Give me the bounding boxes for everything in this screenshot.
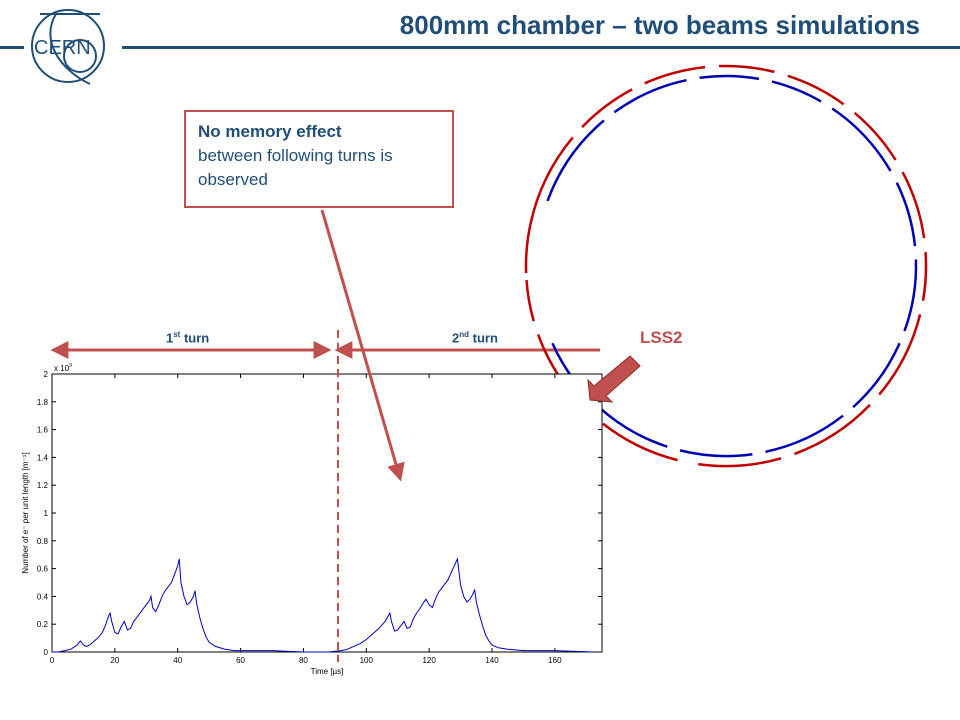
ring-outer-segment <box>529 136 574 225</box>
ring-inner-segment <box>613 78 687 114</box>
y-tick-label: 0 <box>44 648 49 657</box>
callout-box: No memory effect between following turns… <box>184 110 454 208</box>
header-rule-left <box>0 46 24 49</box>
first-turn-num: 1 <box>166 330 174 346</box>
y-tick-label: 2 <box>44 370 49 379</box>
ring-inner-segment <box>699 74 760 81</box>
ring-inner-segment <box>765 414 844 454</box>
y-axis-label: Number of e⁻ per unit length [m⁻¹] <box>21 452 30 573</box>
x-tick-label: 140 <box>485 656 499 665</box>
x-axis-ticks: 0 20 40 60 80 100 120 140 160 <box>50 374 562 665</box>
callout-bold: No memory effect <box>198 122 342 141</box>
first-turn-sup: st <box>173 330 181 339</box>
ring-outer-segment <box>581 88 633 128</box>
ring-inner-segment <box>895 182 917 247</box>
series-line <box>52 557 593 653</box>
x-tick-label: 80 <box>299 656 308 665</box>
ring-outer-segment <box>644 65 706 85</box>
y-tick-label: 1.8 <box>37 398 49 407</box>
ring-inner-segment <box>831 107 892 172</box>
x-tick-label: 60 <box>236 656 245 665</box>
header-rule-right <box>122 46 960 49</box>
x-tick-label: 160 <box>548 656 562 665</box>
cern-logo-text: CERN <box>34 37 91 59</box>
beam-ring <box>524 64 928 468</box>
x-tick-label: 100 <box>360 656 374 665</box>
x-tick-label: 120 <box>422 656 436 665</box>
lss2-label: LSS2 <box>640 328 683 347</box>
ring-inner-segment <box>771 80 822 103</box>
ring-outer-segment <box>878 314 922 396</box>
x-tick-label: 40 <box>173 656 182 665</box>
second-turn-label: 2nd turn <box>452 330 498 345</box>
ring-outer-segment <box>524 224 532 274</box>
y-tick-label: 0.2 <box>37 620 49 629</box>
ring-outer-segment <box>602 422 678 462</box>
callout-arrow <box>320 209 405 482</box>
y-axis-ticks: 0 0.2 0.4 0.6 0.8 1 1.2 1.4 1.6 1.8 2 <box>37 370 602 657</box>
ring-outer-segment <box>718 64 775 74</box>
ring-inner-segment <box>598 406 668 448</box>
second-turn-num: 2 <box>452 330 460 346</box>
callout-text: between following turns is observed <box>198 146 393 189</box>
ring-inner-segment <box>546 119 605 202</box>
ring-outer-segment <box>787 74 845 106</box>
y-tick-label: 1.6 <box>37 426 49 435</box>
page-title: 800mm chamber – two beams simulations <box>399 10 920 40</box>
y-tick-label: 1 <box>44 509 49 518</box>
x-tick-label: 20 <box>110 656 119 665</box>
ring-outer-segment <box>793 404 871 456</box>
plot-frame <box>51 373 603 653</box>
second-turn-sup: nd <box>459 330 470 339</box>
ring-inner-segment <box>852 342 901 409</box>
ring-inner-segment <box>679 449 753 458</box>
ring-outer-segment <box>901 171 926 239</box>
x-tick-label: 0 <box>50 656 55 665</box>
cern-logo: CERN <box>31 9 105 85</box>
ring-outer-segment <box>525 279 535 322</box>
ring-outer-segment <box>921 251 928 301</box>
ring-outer-segment <box>698 457 782 468</box>
y-tick-label: 0.4 <box>37 592 49 601</box>
x-axis-label: Time [µs] <box>311 667 344 676</box>
y-tick-label: 0.8 <box>37 537 49 546</box>
lss2-arrow <box>587 355 641 403</box>
chart-plot: 0 0.2 0.4 0.6 0.8 1 1.2 1.4 1.6 1.8 2 0 20 40 60 80 100… <box>21 330 603 676</box>
y-tick-label: 1.2 <box>37 481 49 490</box>
ring-outer-segment <box>853 111 897 161</box>
y-multiplier: x 109 <box>54 363 72 373</box>
y-tick-label: 0.6 <box>37 565 49 574</box>
ring-inner-segment <box>903 259 918 332</box>
second-turn-word: turn <box>469 330 498 346</box>
y-tick-label: 1.4 <box>37 453 49 462</box>
